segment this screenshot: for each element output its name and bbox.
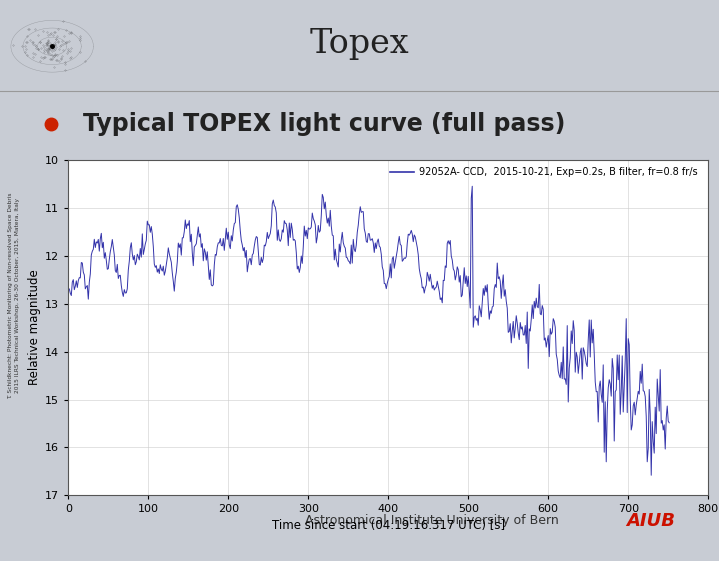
Text: Typical TOPEX light curve (full pass): Typical TOPEX light curve (full pass) bbox=[83, 112, 565, 136]
Legend: 92052A- CCD,  2015-10-21, Exp=0.2s, B filter, fr=0.8 fr/s: 92052A- CCD, 2015-10-21, Exp=0.2s, B fil… bbox=[386, 163, 702, 181]
Text: Topex: Topex bbox=[310, 29, 409, 61]
Text: Astronomical Institute University of Bern: Astronomical Institute University of Ber… bbox=[305, 514, 558, 527]
Y-axis label: Relative magnitude: Relative magnitude bbox=[28, 270, 41, 385]
Text: T. Schildknecht: Photometric Monitoring of Non-resolved Space Debris
2015 ILRS T: T. Schildknecht: Photometric Monitoring … bbox=[8, 192, 19, 399]
Text: AIUB: AIUB bbox=[626, 512, 675, 530]
X-axis label: Time since start (04:19:16.317 UTC) [s]: Time since start (04:19:16.317 UTC) [s] bbox=[272, 518, 505, 532]
